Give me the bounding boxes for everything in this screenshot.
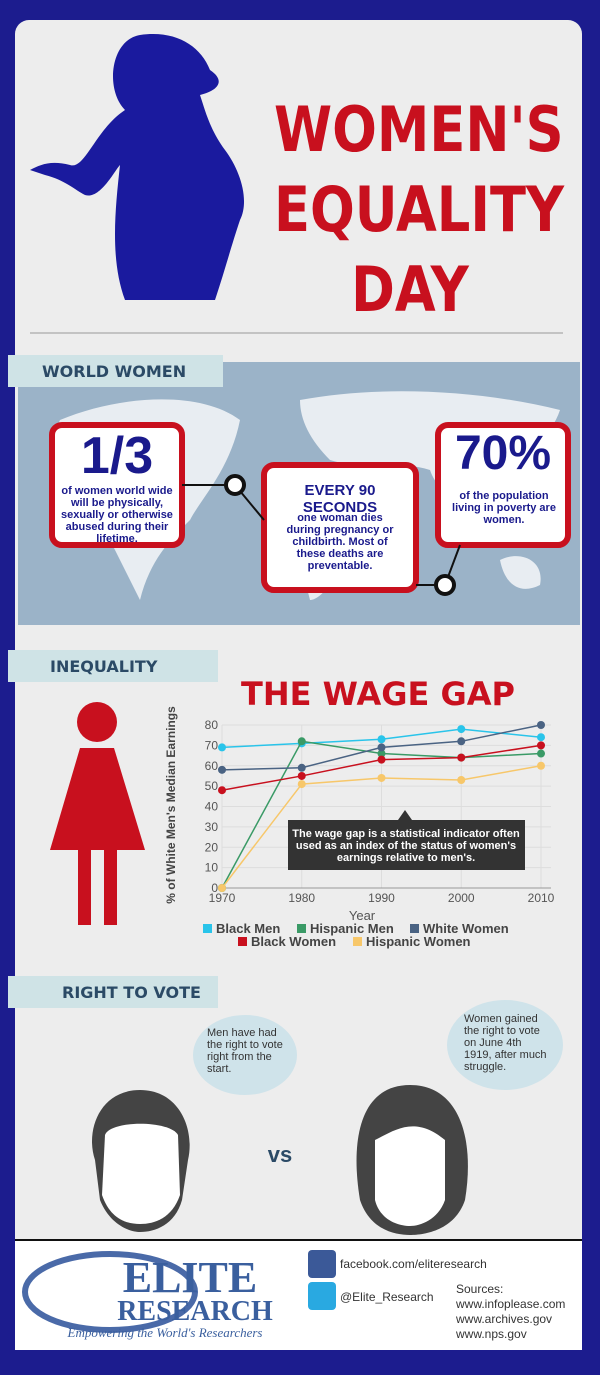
point (377, 743, 386, 752)
woman-icon (50, 748, 145, 925)
y-tick-label: 70 (205, 738, 219, 752)
section-heading: INEQUALITY (50, 657, 158, 676)
point (218, 765, 226, 774)
y-tick-label: 0 (211, 881, 218, 895)
panel (15, 20, 582, 1350)
tab (8, 976, 218, 1008)
stat-text: of women world wide will be physically, … (61, 485, 173, 545)
legend-swatch (203, 924, 212, 933)
stat-text: of the population living in poverty are … (452, 490, 556, 526)
title-line: WOMEN'S (274, 93, 564, 166)
point (537, 721, 545, 729)
sources: Sources: www.infoplease.com www.archives… (456, 1282, 565, 1342)
tab (8, 355, 223, 387)
point (218, 743, 226, 752)
node (224, 474, 246, 496)
x-tick-label: 2010 (528, 891, 555, 905)
stat-text: one woman dies during pregnancy or child… (286, 512, 394, 572)
point (297, 737, 306, 746)
stat-big: EVERY 90 SECONDS (302, 482, 378, 516)
facebook-icon (308, 1250, 336, 1278)
section-heading: RIGHT TO VOTE (62, 983, 201, 1002)
point (377, 735, 386, 744)
y-tick-label: 60 (205, 759, 219, 773)
point (457, 737, 466, 746)
chart-title: THE WAGE GAP (241, 675, 515, 713)
title-line: DAY (351, 253, 469, 326)
y-tick-label: 10 (205, 861, 219, 875)
y-tick-label: 40 (205, 800, 219, 814)
node (434, 574, 456, 596)
legend-swatch (353, 937, 362, 946)
man-face (102, 1123, 180, 1224)
speech-bubble (193, 1015, 297, 1095)
x-tick-label: 1990 (368, 891, 395, 905)
x-tick-label: 1970 (209, 891, 236, 905)
point (537, 741, 545, 750)
stat-big: 1/3 (80, 427, 154, 485)
annotation-box (288, 810, 525, 870)
speech-bubble (447, 1000, 563, 1090)
source: Sources: (456, 1282, 504, 1296)
source: www.infoplease.com (456, 1297, 566, 1311)
point (297, 763, 306, 772)
facebook-link[interactable]: facebook.com/eliteresearch (340, 1257, 487, 1271)
point (297, 771, 306, 780)
stat-box (261, 462, 419, 593)
bubble-text: Women gained the right to vote on June 4… (464, 1013, 547, 1073)
legend-label: Hispanic Men (310, 921, 394, 936)
stat-box (435, 422, 571, 548)
legend-label: White Women (423, 921, 509, 936)
stat-big: 70% (454, 427, 552, 480)
twitter-link[interactable]: @Elite_Research (340, 1290, 434, 1304)
legend-swatch (410, 924, 419, 933)
point (218, 786, 226, 795)
point (297, 780, 306, 789)
point (537, 749, 545, 758)
y-tick-label: 20 (205, 840, 219, 854)
point (457, 776, 466, 785)
logo-text: ELITE (122, 1253, 258, 1302)
y-axis-label: % of White Men's Median Earnings (164, 706, 178, 904)
x-tick-label: 2000 (448, 891, 475, 905)
point (537, 761, 545, 770)
legend-swatch (238, 937, 247, 946)
twitter-icon (308, 1282, 336, 1310)
point (537, 733, 545, 742)
woman-icon (77, 702, 117, 742)
woman-silhouette (30, 34, 245, 300)
x-axis-label: Year (349, 908, 376, 923)
source: www.nps.gov (456, 1327, 527, 1341)
title-line: EQUALITY (274, 173, 565, 246)
bubble-text: Men have had the right to vote right fro… (207, 1027, 283, 1075)
legend-label: Black Men (216, 921, 280, 936)
vs: vs (267, 1142, 293, 1167)
annotation: The wage gap is a statistical indicator … (292, 828, 520, 864)
point (377, 755, 386, 764)
logo-text: RESEARCH (117, 1296, 273, 1327)
x-tick-label: 1980 (288, 891, 315, 905)
tab (8, 650, 218, 682)
tagline: Empowering the World's Researchers (67, 1325, 263, 1340)
logo-swoosh (22, 1251, 198, 1333)
legend-label: Black Women (251, 934, 336, 949)
legend-swatch (297, 924, 306, 933)
section-heading: WORLD WOMEN (42, 362, 187, 381)
legend-label: Hispanic Women (366, 934, 471, 949)
point (377, 749, 386, 758)
y-tick-label: 30 (205, 820, 219, 834)
y-tick-label: 80 (205, 718, 219, 732)
woman-face (375, 1126, 445, 1226)
point (218, 884, 226, 892)
source: www.archives.gov (456, 1312, 553, 1326)
point (457, 725, 466, 734)
point (457, 753, 466, 762)
y-tick-label: 50 (205, 779, 219, 793)
point (377, 773, 386, 782)
